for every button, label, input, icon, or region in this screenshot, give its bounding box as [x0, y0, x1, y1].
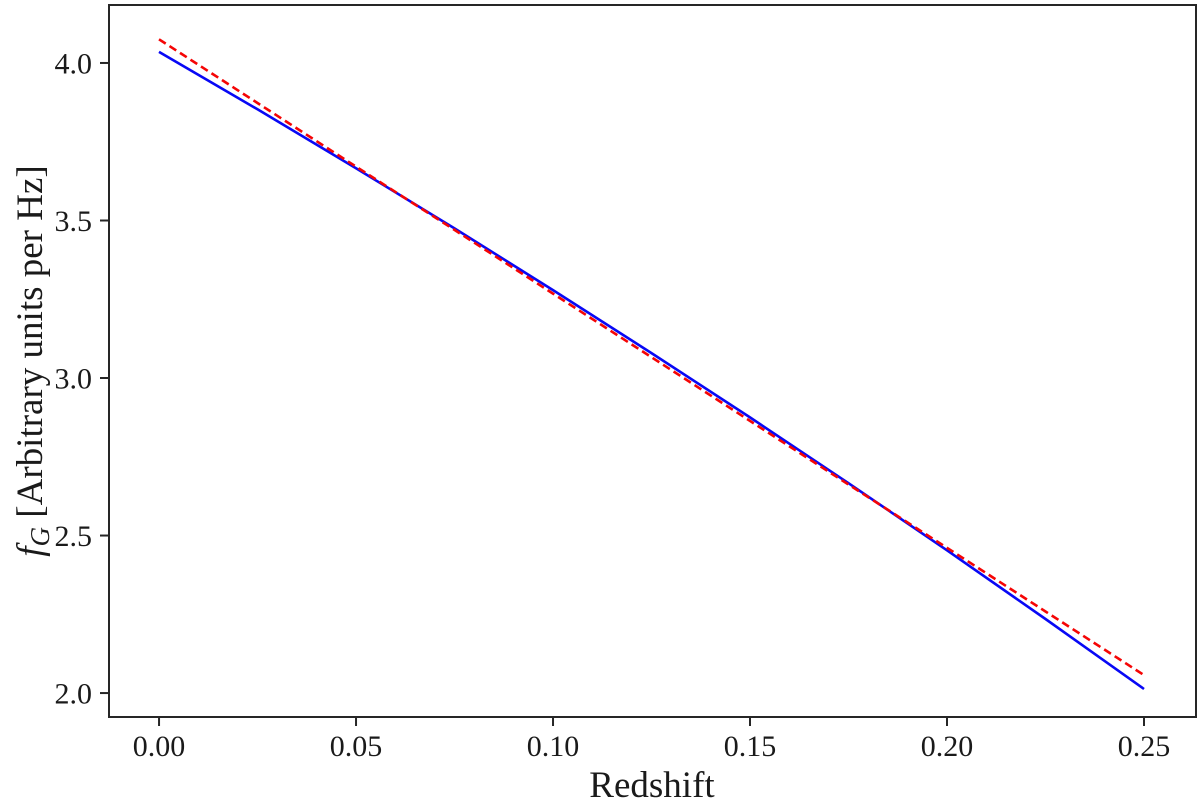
y-tick-label: 4.0	[55, 47, 93, 80]
x-tick-label: 0.15	[724, 730, 777, 763]
y-axis-label: fG [Arbitrary units per Hz]	[10, 165, 55, 556]
x-tick-label: 0.05	[330, 730, 383, 763]
series-group	[158, 38, 1145, 691]
x-tick-label: 0.20	[921, 730, 974, 763]
y-axis-label-subscript: G	[25, 527, 55, 547]
y-tick-label: 2.5	[55, 520, 93, 553]
y-tick-label: 3.0	[55, 363, 93, 396]
series-red-dashed-line	[158, 38, 1145, 677]
x-axis-ticks: 0.00 0.05 0.10 0.15 0.20 0.25	[133, 717, 1170, 763]
x-tick-label: 0.25	[1118, 730, 1171, 763]
x-tick-label: 0.00	[133, 730, 186, 763]
y-tick-label: 2.0	[55, 678, 93, 711]
plot-frame	[108, 4, 1197, 718]
y-axis-ticks: 2.0 2.5 3.0 3.5 4.0	[55, 47, 109, 711]
y-tick-label: 3.5	[55, 205, 93, 238]
series-blue-solid-curve	[158, 50, 1145, 691]
x-tick-label: 0.10	[527, 730, 580, 763]
x-axis-label: Redshift	[589, 765, 715, 806]
y-axis-label-rest: [Arbitrary units per Hz]	[10, 165, 51, 527]
